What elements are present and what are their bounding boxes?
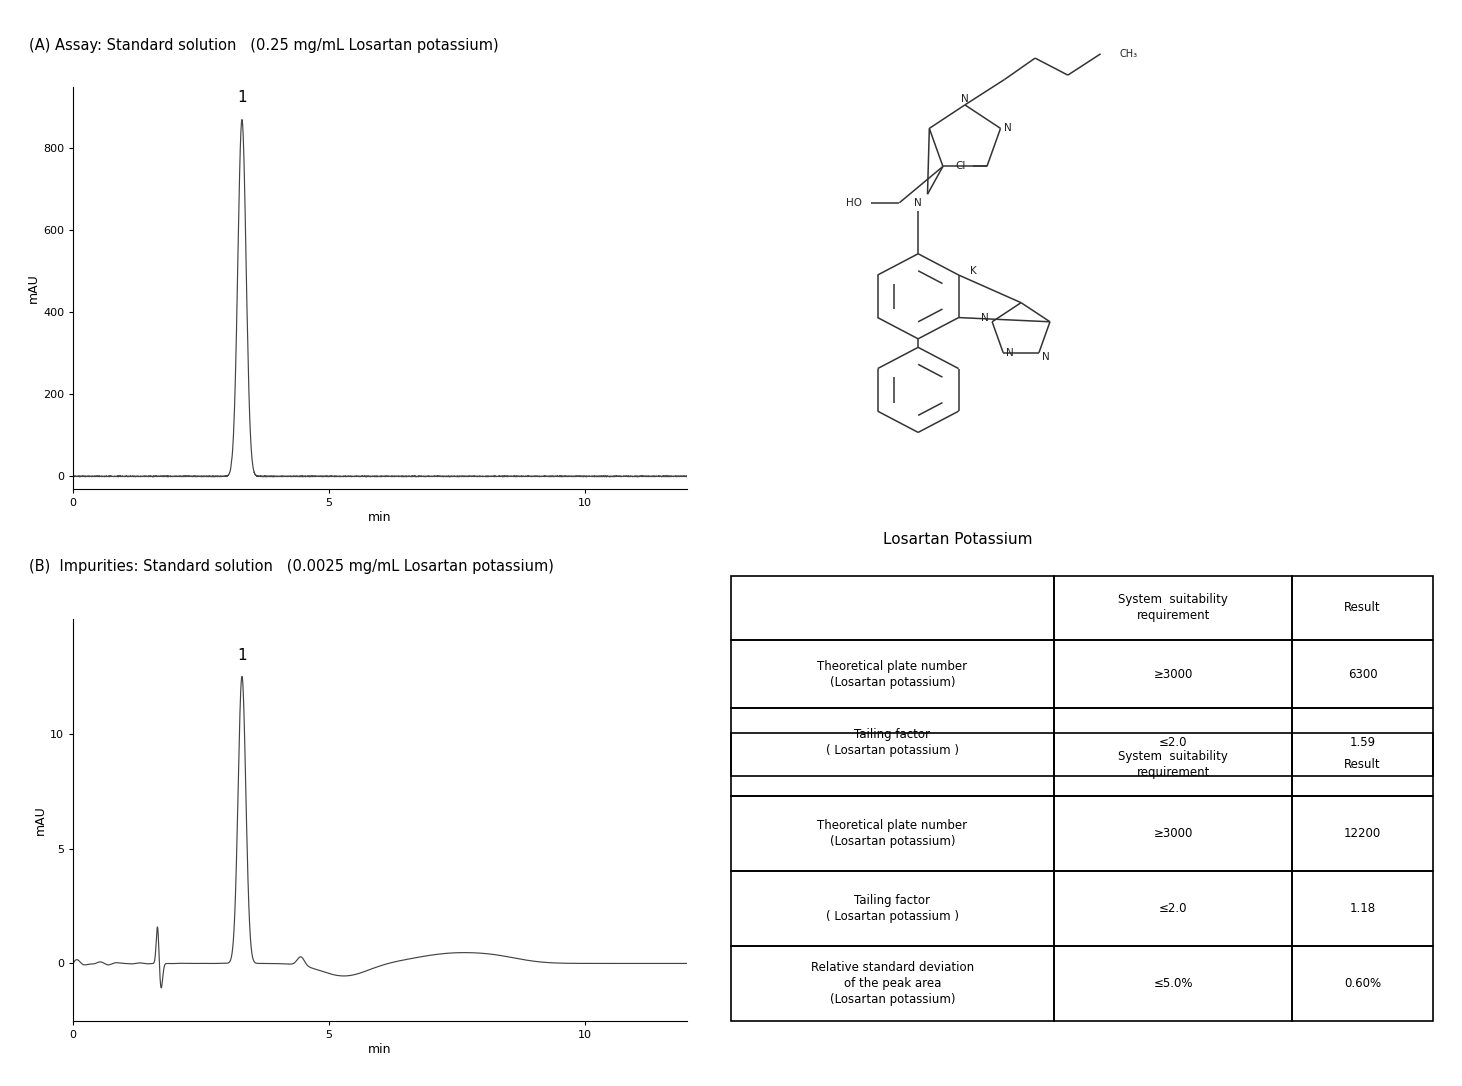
Bar	[731, 871, 1054, 946]
Text: System  suitability
requirement: System suitability requirement	[1118, 750, 1228, 780]
Text: Theoretical plate number
(Losartan potassium): Theoretical plate number (Losartan potas…	[817, 659, 968, 689]
Text: N: N	[914, 198, 923, 207]
Text: Tailing factor
( Losartan potassium ): Tailing factor ( Losartan potassium )	[826, 728, 959, 757]
Text: Result: Result	[1344, 602, 1382, 615]
Text: ≤5.0%: ≤5.0%	[1154, 977, 1193, 990]
Bar	[1054, 733, 1292, 796]
Bar	[1054, 640, 1292, 708]
Bar	[731, 640, 1054, 708]
X-axis label: min: min	[368, 510, 392, 523]
Text: 1.59: 1.59	[1349, 736, 1376, 749]
Bar	[1292, 871, 1433, 946]
Text: N: N	[981, 313, 988, 323]
Text: (A) Assay: Standard solution   (0.25 mg/mL Losartan potassium): (A) Assay: Standard solution (0.25 mg/mL…	[29, 38, 499, 53]
Text: Theoretical plate number
(Losartan potassium): Theoretical plate number (Losartan potas…	[817, 819, 968, 848]
Bar	[731, 946, 1054, 1021]
Text: 6300: 6300	[1348, 668, 1377, 681]
Text: Losartan Potassium: Losartan Potassium	[883, 532, 1032, 547]
Bar	[1054, 796, 1292, 871]
Text: ≥3000: ≥3000	[1154, 668, 1193, 681]
Text: CH₃: CH₃	[1120, 49, 1137, 59]
Bar	[731, 733, 1054, 796]
Text: Cl: Cl	[956, 162, 966, 172]
Bar	[731, 576, 1054, 640]
Text: 0.60%: 0.60%	[1344, 977, 1382, 990]
Bar	[1054, 576, 1292, 640]
Text: System  suitability
requirement: System suitability requirement	[1118, 593, 1228, 622]
Text: Result: Result	[1344, 758, 1382, 771]
Bar	[1292, 708, 1433, 776]
Text: N: N	[1003, 124, 1012, 134]
Text: N: N	[1006, 348, 1015, 357]
Bar	[1292, 946, 1433, 1021]
Text: K: K	[971, 266, 977, 276]
Bar	[1292, 733, 1433, 796]
X-axis label: min: min	[368, 1043, 392, 1056]
Text: ≥3000: ≥3000	[1154, 828, 1193, 841]
Bar	[1292, 796, 1433, 871]
Text: N: N	[1042, 352, 1050, 362]
Text: 1.18: 1.18	[1349, 902, 1376, 915]
Bar	[731, 796, 1054, 871]
Text: Tailing factor
( Losartan potassium ): Tailing factor ( Losartan potassium )	[826, 894, 959, 923]
Text: N: N	[961, 93, 969, 103]
Text: HO: HO	[846, 198, 863, 207]
Text: ≤2.0: ≤2.0	[1159, 736, 1187, 749]
Y-axis label: mAU: mAU	[34, 805, 47, 835]
Text: Relative standard deviation
of the peak area
(Losartan potassium): Relative standard deviation of the peak …	[811, 961, 974, 1006]
Bar	[1292, 640, 1433, 708]
Bar	[731, 708, 1054, 776]
Text: ≤2.0: ≤2.0	[1159, 902, 1187, 915]
Bar	[1054, 946, 1292, 1021]
Bar	[1292, 576, 1433, 640]
Text: 1: 1	[237, 647, 247, 662]
Text: (B)  Impurities: Standard solution   (0.0025 mg/mL Losartan potassium): (B) Impurities: Standard solution (0.002…	[29, 559, 554, 574]
Text: 1: 1	[237, 90, 247, 105]
Y-axis label: mAU: mAU	[28, 273, 39, 303]
Bar	[1054, 708, 1292, 776]
Text: 12200: 12200	[1344, 828, 1382, 841]
Bar	[1054, 871, 1292, 946]
